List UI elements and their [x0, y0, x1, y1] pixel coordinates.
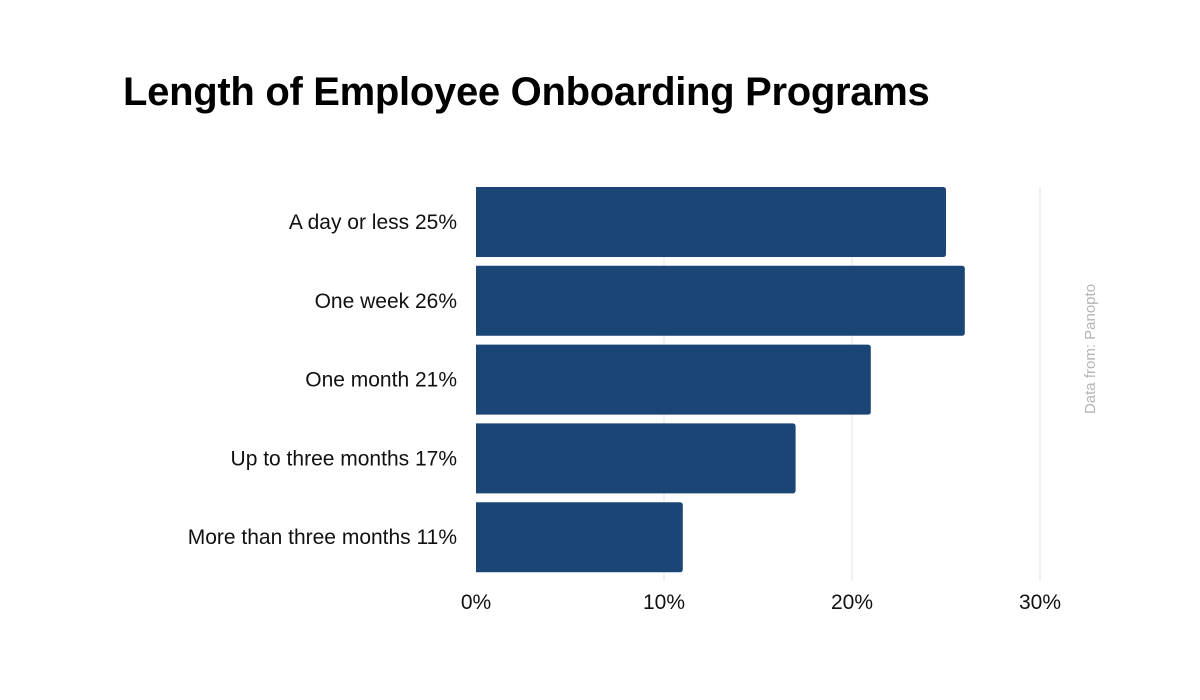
category-label: A day or less 25%: [289, 211, 457, 234]
x-tick-label: 0%: [461, 591, 491, 614]
bar: [476, 423, 796, 494]
source-note: Data from: Panopto: [1082, 284, 1099, 414]
x-tick-label: 30%: [1019, 591, 1061, 614]
category-label: Up to three months 17%: [231, 447, 457, 470]
x-tick-label: 10%: [643, 591, 685, 614]
category-label: More than three months 11%: [188, 526, 457, 549]
bar: [476, 187, 946, 257]
chart-title: Length of Employee Onboarding Programs: [123, 70, 930, 114]
bar: [476, 502, 683, 573]
category-label: One week 26%: [315, 290, 457, 313]
x-tick-label: 20%: [831, 591, 873, 614]
category-label: One month 21%: [305, 369, 457, 392]
bar: [476, 265, 965, 336]
bar: [476, 344, 871, 415]
